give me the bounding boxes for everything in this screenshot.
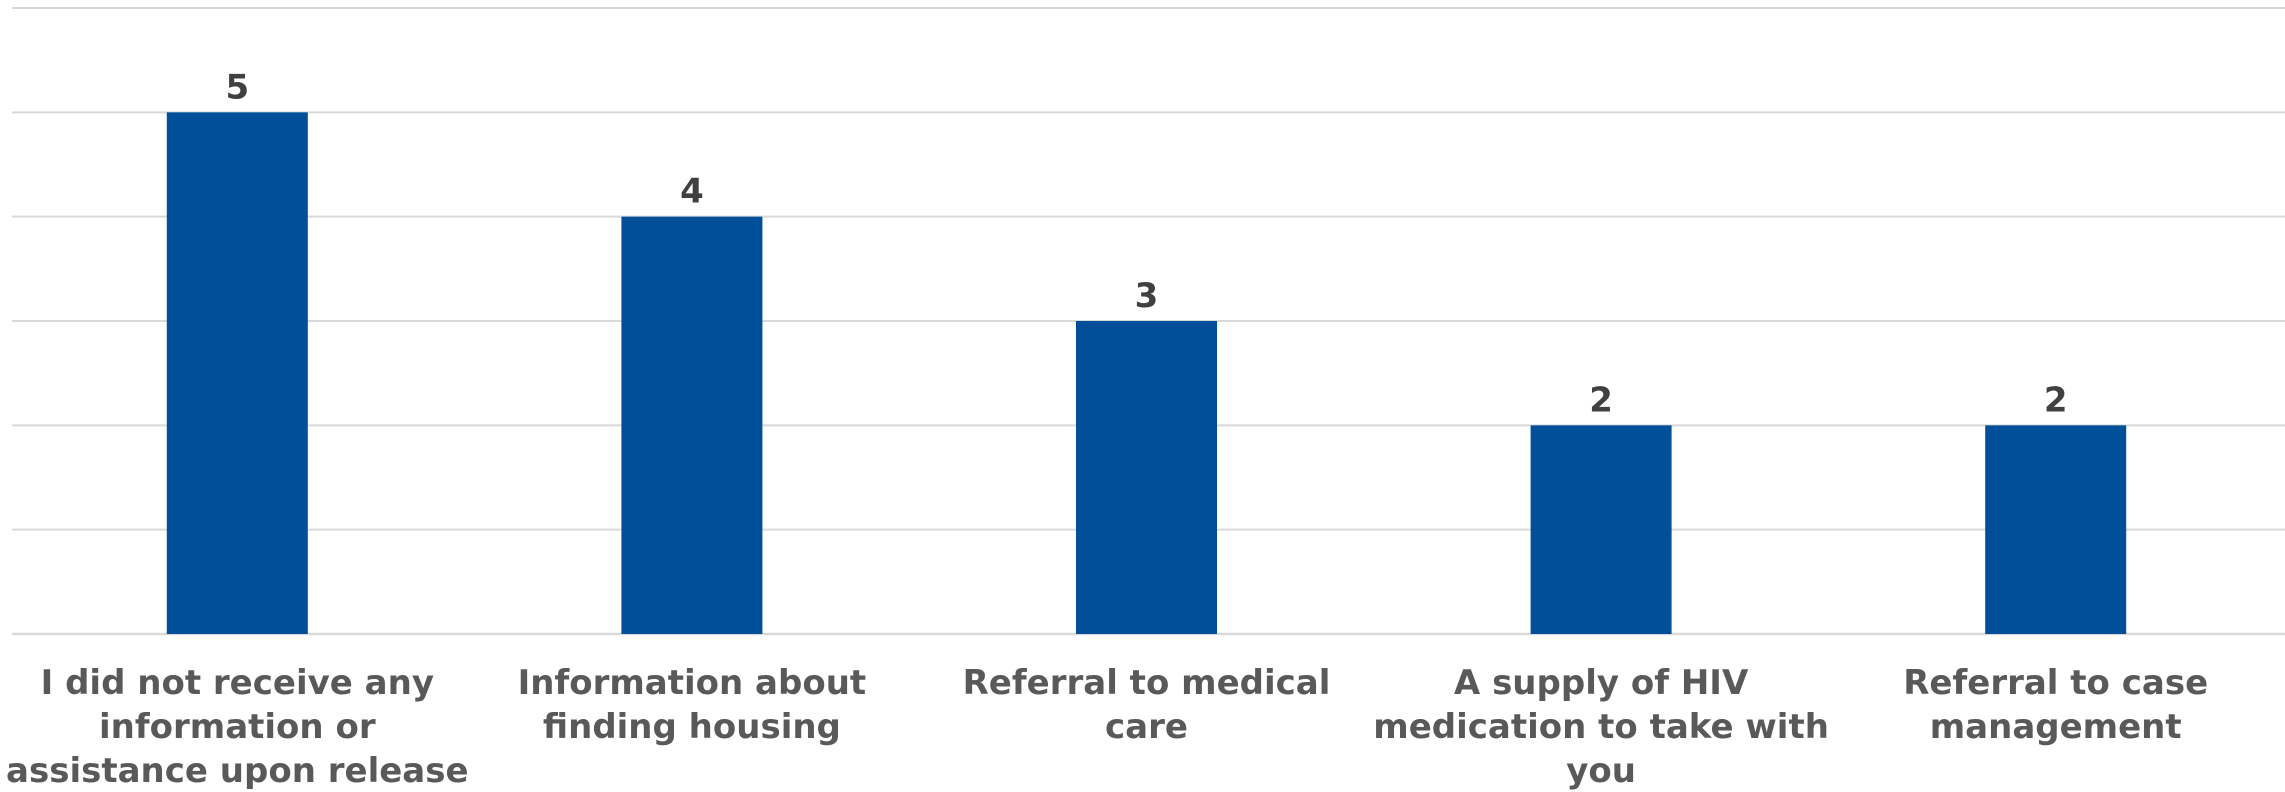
category-label-line: Information about (518, 663, 867, 703)
category-label-line: information or (99, 707, 376, 747)
category-label: Referral to medical care (963, 663, 1331, 747)
category-label: A supply of HIV medication to take with yo… (1373, 663, 1829, 791)
category-labels: I did not receive any information or assis… (6, 663, 2208, 791)
category-label: Referral to case management (1903, 663, 2208, 747)
category-label-line: A supply of HIV (1454, 663, 1749, 703)
bar (621, 216, 763, 634)
data-label: 2 (1589, 380, 1613, 420)
category-label-line: you (1566, 751, 1636, 791)
category-label-line: management (1930, 707, 2182, 747)
bar (1530, 425, 1672, 634)
gridlines (12, 7, 2285, 636)
category-label-line: I did not receive any (41, 663, 434, 703)
category-label-line: Referral to case (1903, 663, 2208, 703)
category-label-line: medication to take with (1373, 707, 1829, 747)
data-label: 3 (1135, 276, 1159, 316)
category-label: Information about finding housing (518, 663, 867, 747)
data-label: 2 (2044, 380, 2068, 420)
category-label-line: finding housing (543, 707, 841, 747)
bar (166, 112, 308, 635)
category-label-line: assistance upon release (6, 751, 469, 791)
data-labels: 5 4 3 2 2 (225, 67, 2067, 420)
category-label: I did not receive any information or assis… (6, 663, 469, 791)
bars (166, 112, 2127, 635)
data-label: 4 (680, 172, 704, 212)
bar (1076, 321, 1217, 634)
category-label-line: care (1105, 707, 1188, 747)
bar (1985, 425, 2127, 634)
category-label-line: Referral to medical (963, 663, 1331, 703)
data-label: 5 (225, 67, 249, 107)
